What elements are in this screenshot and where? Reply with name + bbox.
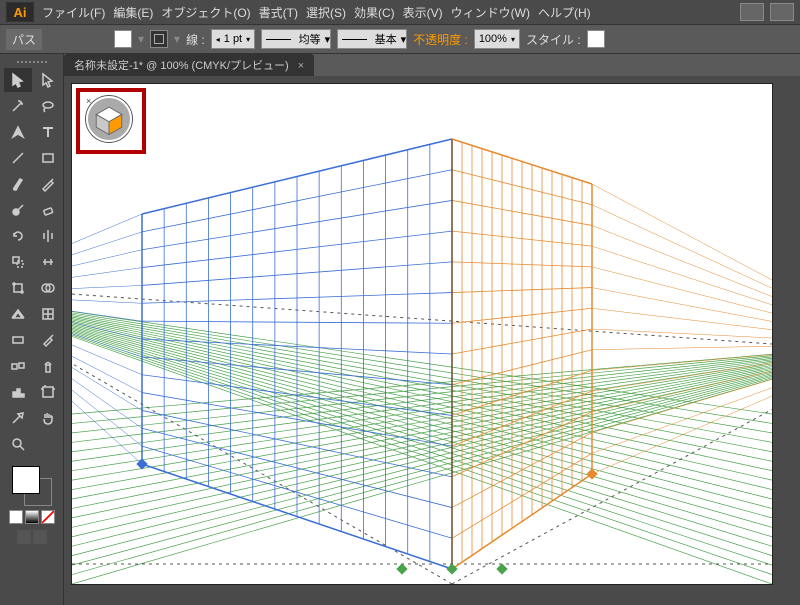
pencil-tool[interactable] — [34, 172, 62, 196]
fill-color[interactable] — [12, 466, 40, 494]
zoom-tool[interactable] — [4, 432, 32, 456]
opacity-label: 不透明度 : — [413, 31, 468, 48]
perspective-plane-widget[interactable]: × — [86, 96, 132, 142]
artboard-tool[interactable] — [34, 380, 62, 404]
symbol-sprayer-tool[interactable] — [34, 354, 62, 378]
menu-window[interactable]: ウィンドウ(W) — [451, 4, 530, 21]
line-tool[interactable] — [4, 146, 32, 170]
shape-builder-tool[interactable] — [34, 276, 62, 300]
selection-tool[interactable] — [4, 68, 32, 92]
hand-tool[interactable] — [34, 406, 62, 430]
blob-brush-tool[interactable] — [4, 198, 32, 222]
reflect-tool[interactable] — [34, 224, 62, 248]
document-tab-title: 名称未設定-1* @ 100% (CMYK/プレビュー) — [74, 60, 289, 72]
type-tool[interactable] — [34, 120, 62, 144]
tools-panel — [0, 54, 64, 605]
lasso-tool[interactable] — [34, 94, 62, 118]
panel-gripper[interactable] — [4, 58, 59, 66]
rotate-tool[interactable] — [4, 224, 32, 248]
scale-tool[interactable] — [4, 250, 32, 274]
opacity-dropdown[interactable]: 100%▾ — [474, 29, 520, 49]
screen-mode-full[interactable] — [33, 530, 47, 544]
color-mode-none[interactable] — [41, 510, 55, 524]
menu-edit[interactable]: 編集(E) — [113, 4, 153, 21]
menu-object[interactable]: オブジェクト(O) — [161, 4, 250, 21]
canvas-area[interactable]: × — [64, 76, 800, 605]
color-mode-solid[interactable] — [9, 510, 23, 524]
fill-toggle[interactable] — [34, 432, 62, 456]
gradient-tool[interactable] — [4, 328, 32, 352]
workspace-switcher-2[interactable] — [770, 3, 794, 21]
screen-mode-normal[interactable] — [17, 530, 31, 544]
stroke-swatch[interactable] — [150, 30, 168, 48]
column-graph-tool[interactable] — [4, 380, 32, 404]
mesh-tool[interactable] — [34, 302, 62, 326]
color-controls — [4, 464, 59, 546]
style-label: スタイル : — [526, 31, 581, 48]
stroke-profile-2[interactable]: 基本▾ — [337, 29, 407, 49]
slice-tool[interactable] — [4, 406, 32, 430]
document-tab-close[interactable]: × — [298, 60, 304, 72]
menu-view[interactable]: 表示(V) — [403, 4, 443, 21]
menu-select[interactable]: 選択(S) — [306, 4, 346, 21]
menu-help[interactable]: ヘルプ(H) — [538, 4, 591, 21]
menu-bar: Ai ファイル(F) 編集(E) オブジェクト(O) 書式(T) 選択(S) 効… — [0, 0, 800, 24]
paintbrush-tool[interactable] — [4, 172, 32, 196]
options-bar: パス ▾ ▾ 線 : ◂ 1 pt ▾ 均等▾ 基本▾ 不透明度 : 100%▾… — [0, 24, 800, 54]
artboard[interactable]: × — [72, 84, 772, 584]
rectangle-tool[interactable] — [34, 146, 62, 170]
document-tab[interactable]: 名称未設定-1* @ 100% (CMYK/プレビュー) × — [64, 54, 314, 76]
style-swatch[interactable] — [587, 30, 605, 48]
document-tabs: 名称未設定-1* @ 100% (CMYK/プレビュー) × — [64, 54, 800, 76]
fill-swatch[interactable] — [114, 30, 132, 48]
menu-effect[interactable]: 効果(C) — [354, 4, 395, 21]
stroke-label: 線 : — [186, 31, 205, 48]
eyedropper-tool[interactable] — [34, 328, 62, 352]
menu-type[interactable]: 書式(T) — [259, 4, 298, 21]
pen-tool[interactable] — [4, 120, 32, 144]
tool-mode-label: パス — [6, 29, 42, 50]
menu-file[interactable]: ファイル(F) — [42, 4, 105, 21]
color-mode-gradient[interactable] — [25, 510, 39, 524]
width-tool[interactable] — [34, 250, 62, 274]
stroke-weight-dropdown[interactable]: ◂ 1 pt ▾ — [211, 29, 255, 49]
perspective-grid-tool[interactable] — [4, 302, 32, 326]
free-transform-tool[interactable] — [4, 276, 32, 300]
app-logo: Ai — [6, 2, 34, 22]
perspective-grid — [72, 84, 772, 584]
eraser-tool[interactable] — [34, 198, 62, 222]
workspace-switcher-1[interactable] — [740, 3, 764, 21]
stroke-profile-1[interactable]: 均等▾ — [261, 29, 331, 49]
direct-selection-tool[interactable] — [34, 68, 62, 92]
magic-wand-tool[interactable] — [4, 94, 32, 118]
blend-tool[interactable] — [4, 354, 32, 378]
